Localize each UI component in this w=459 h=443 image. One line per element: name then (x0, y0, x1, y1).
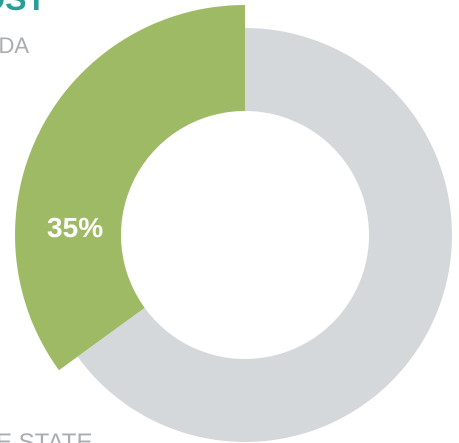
chart-subtitle: DA (0, 33, 29, 58)
slice (14, 5, 246, 371)
chart-footer: E STATE (0, 429, 92, 443)
chart-title: OST (0, 0, 46, 17)
slice (77, 28, 453, 443)
value-label: 35% (47, 212, 103, 243)
